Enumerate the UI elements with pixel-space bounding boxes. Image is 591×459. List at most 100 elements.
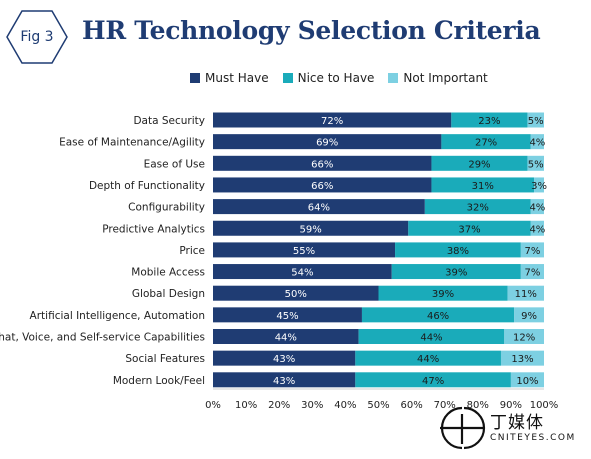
bar-nice-to-have-modern-look-feel — [355, 372, 511, 388]
bar-nice-to-have-global-design — [378, 285, 508, 301]
bar-nice-to-have-data-security — [451, 112, 528, 128]
bar-not-important-modern-look-feel — [510, 372, 544, 388]
bar-must-have-modern-look-feel — [213, 372, 356, 388]
data-label-not-important-modern-look-feel: 10% — [516, 376, 538, 387]
data-label-nice-to-have-mobile-access: 39% — [445, 268, 467, 279]
data-label-not-important-data-security: 5% — [528, 116, 544, 127]
x-tick-label-2: 20% — [268, 400, 290, 411]
category-label-ease-of-maintenance-agility: Ease of Maintenance/Agility — [59, 137, 205, 149]
data-label-not-important-social-features: 13% — [511, 354, 533, 365]
x-tick-label-10: 100% — [530, 400, 559, 411]
legend-item-nice-to-have: Nice to Have — [282, 71, 374, 85]
bar-nice-to-have-artificial-intelligence-automation — [361, 307, 515, 323]
data-label-must-have-depth-of-functionality: 66% — [311, 181, 333, 192]
data-label-nice-to-have-predictive-analytics: 37% — [458, 224, 480, 235]
category-label-price: Price — [179, 245, 205, 257]
bar-not-important-global-design — [507, 285, 544, 301]
bar-must-have-ease-of-use — [213, 155, 432, 171]
data-label-not-important-ease-of-maintenance-agility: 4% — [529, 138, 545, 149]
legend-swatch-must-have — [190, 73, 200, 83]
category-label-global-design: Global Design — [132, 288, 205, 300]
x-tick-label-5: 50% — [367, 400, 389, 411]
figure-badge-label: Fig 3 — [20, 29, 54, 45]
logo-chinese-text: 丁媒体 — [490, 413, 544, 433]
data-label-nice-to-have-social-features: 44% — [417, 354, 439, 365]
category-label-modern-look-feel: Modern Look/Feel — [113, 375, 205, 387]
bar-not-important-chat-voice-and-self-service-capabilities — [504, 329, 544, 344]
bar-must-have-predictive-analytics — [213, 220, 409, 236]
logo-english-text: CNITEYES.COM — [490, 433, 576, 443]
data-label-must-have-chat-voice-and-self-service-capabilities: 44% — [275, 333, 297, 344]
data-label-nice-to-have-price: 38% — [447, 246, 469, 257]
category-label-mobile-access: Mobile Access — [131, 267, 205, 279]
data-label-must-have-mobile-access: 54% — [291, 268, 313, 279]
bar-must-have-data-security — [213, 112, 452, 128]
data-label-not-important-artificial-intelligence-automation: 9% — [521, 311, 537, 322]
bar-nice-to-have-chat-voice-and-self-service-capabilities — [358, 329, 505, 344]
data-label-nice-to-have-data-security: 23% — [478, 116, 500, 127]
data-label-not-important-global-design: 11% — [515, 289, 537, 300]
bar-not-important-mobile-access — [520, 264, 544, 280]
legend-swatch-nice-to-have — [282, 73, 293, 83]
x-tick-label-9: 90% — [500, 400, 522, 411]
data-label-not-important-price: 7% — [524, 246, 540, 257]
data-label-must-have-ease-of-maintenance-agility: 69% — [316, 138, 338, 149]
chart-legend: Must Have Nice to Have Not Important — [190, 71, 488, 85]
category-label-depth-of-functionality: Depth of Functionality — [89, 180, 205, 192]
category-label-predictive-analytics: Predictive Analytics — [102, 223, 205, 235]
data-label-nice-to-have-artificial-intelligence-automation: 46% — [427, 311, 449, 322]
bar-must-have-configurability — [213, 199, 425, 215]
bar-not-important-depth-of-functionality — [534, 177, 544, 193]
x-tick-label-3: 30% — [301, 400, 323, 411]
legend-label-not-important: Not Important — [403, 71, 488, 85]
x-tick-label-6: 60% — [400, 400, 422, 411]
data-label-not-important-predictive-analytics: 4% — [529, 224, 545, 235]
legend-item-must-have: Must Have — [190, 71, 269, 85]
watermark-logo: 丁媒体 CNITEYES.COM — [438, 404, 588, 456]
bar-nice-to-have-ease-of-use — [431, 155, 528, 171]
bar-not-important-artificial-intelligence-automation — [514, 307, 544, 323]
hexagon-icon — [6, 10, 68, 64]
data-label-not-important-ease-of-use: 5% — [528, 159, 544, 170]
bar-nice-to-have-ease-of-maintenance-agility — [441, 134, 531, 150]
bar-nice-to-have-depth-of-functionality — [431, 177, 535, 193]
x-tick-label-7: 70% — [434, 400, 456, 411]
bar-must-have-social-features — [213, 350, 356, 366]
figure-badge: Fig 3 — [6, 10, 68, 64]
legend-item-not-important: Not Important — [388, 71, 488, 85]
bar-must-have-mobile-access — [213, 264, 392, 280]
category-label-data-security: Data Security — [133, 115, 205, 127]
legend-swatch-not-important — [388, 73, 399, 83]
data-label-not-important-mobile-access: 7% — [524, 268, 540, 279]
legend-label-must-have: Must Have — [205, 71, 269, 85]
data-label-must-have-modern-look-feel: 43% — [273, 376, 295, 387]
data-label-not-important-depth-of-functionality: 3% — [531, 181, 547, 192]
data-label-must-have-social-features: 43% — [273, 354, 295, 365]
bar-not-important-ease-of-use — [527, 155, 544, 171]
bar-must-have-ease-of-maintenance-agility — [213, 134, 442, 150]
bar-not-important-configurability — [530, 199, 544, 215]
data-label-nice-to-have-ease-of-use: 29% — [468, 159, 490, 170]
x-tick-label-8: 80% — [467, 400, 489, 411]
data-label-must-have-global-design: 50% — [285, 289, 307, 300]
bar-must-have-price — [213, 242, 396, 258]
bar-nice-to-have-price — [395, 242, 521, 258]
bar-not-important-social-features — [500, 350, 544, 366]
bar-not-important-ease-of-maintenance-agility — [530, 134, 544, 150]
category-label-social-features: Social Features — [125, 353, 205, 365]
data-label-must-have-data-security: 72% — [321, 116, 343, 127]
bar-must-have-global-design — [213, 285, 379, 301]
category-label-ease-of-use: Ease of Use — [144, 158, 205, 170]
page-title: HR Technology Selection Criteria — [82, 16, 541, 45]
bar-nice-to-have-social-features — [355, 350, 501, 366]
bar-nice-to-have-mobile-access — [391, 264, 521, 280]
bar-nice-to-have-predictive-analytics — [408, 220, 531, 236]
data-label-nice-to-have-depth-of-functionality: 31% — [472, 181, 494, 192]
data-label-nice-to-have-global-design: 39% — [432, 289, 454, 300]
data-label-must-have-price: 55% — [293, 246, 315, 257]
x-tick-label-0: 0% — [205, 400, 221, 411]
category-label-configurability: Configurability — [128, 202, 205, 214]
data-label-must-have-ease-of-use: 66% — [311, 159, 333, 170]
data-label-not-important-configurability: 4% — [529, 203, 545, 214]
